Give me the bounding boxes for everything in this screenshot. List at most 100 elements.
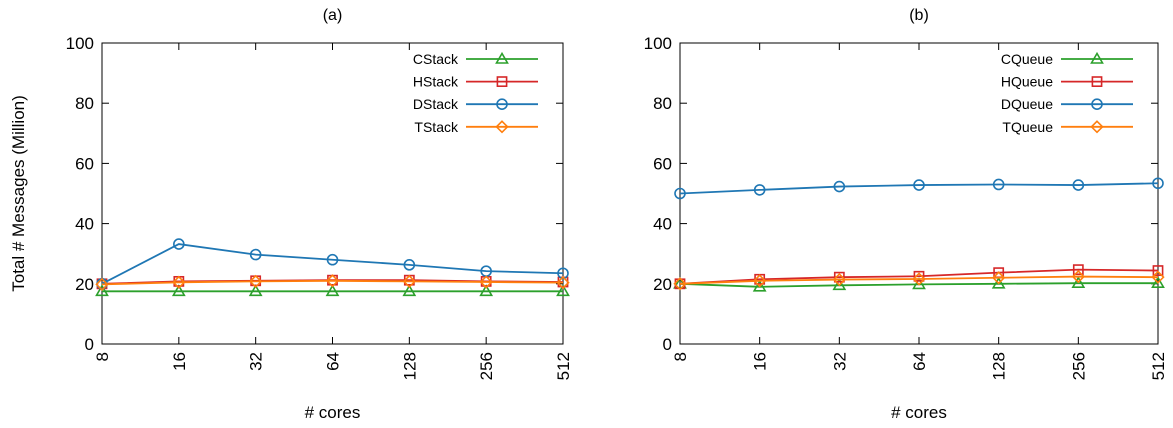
y-tick-label: 0 — [85, 335, 94, 354]
x-tick-label: 128 — [400, 352, 419, 380]
y-tick-label: 60 — [653, 154, 672, 173]
data-point — [992, 271, 1006, 285]
x-tick-label: 256 — [477, 352, 496, 380]
data-point — [833, 180, 846, 193]
series-line — [679, 275, 1159, 285]
data-point — [557, 267, 569, 280]
data-point — [753, 184, 766, 196]
series-tqueue — [673, 269, 1165, 291]
legend: CStack HStack DStack TStack — [413, 51, 538, 135]
series-line — [101, 279, 564, 286]
series-line — [679, 182, 1159, 195]
x-tick-label: 512 — [1149, 352, 1168, 380]
data-point — [325, 284, 340, 297]
data-point — [674, 187, 686, 200]
data-point — [556, 275, 570, 290]
series-line — [679, 268, 1159, 285]
data-point — [752, 279, 767, 292]
data-point — [1071, 276, 1086, 288]
series-dqueue — [674, 177, 1164, 200]
y-tick-label: 80 — [75, 94, 94, 113]
series-tstack — [95, 274, 570, 292]
y-tick-label: 100 — [644, 34, 672, 53]
x-tick-label: 32 — [830, 352, 849, 371]
data-point — [832, 278, 847, 291]
y-axis-label: Total # Messages (Million) — [9, 95, 28, 292]
x-tick-label: 16 — [170, 352, 189, 371]
y-tick-label: 20 — [653, 275, 672, 294]
x-tick-label: 16 — [751, 352, 770, 371]
y-tick-label: 80 — [653, 94, 672, 113]
data-point — [913, 179, 925, 191]
data-point — [1151, 270, 1165, 284]
x-tick-label: 128 — [990, 352, 1009, 380]
data-point — [326, 253, 339, 266]
chart-title: (a) — [323, 7, 343, 24]
data-point — [402, 274, 416, 289]
series-cstack — [95, 284, 570, 297]
x-tick-label: 8 — [671, 352, 690, 361]
legend-label: DStack — [413, 96, 459, 112]
data-point — [249, 248, 262, 261]
data-point — [1151, 276, 1165, 288]
legend-label: HStack — [413, 74, 459, 90]
series-line — [101, 243, 564, 285]
legend-label: CQueue — [1001, 51, 1053, 67]
data-point — [913, 270, 925, 282]
x-tick-label: 64 — [910, 352, 929, 371]
legend-marker — [1090, 51, 1104, 64]
data-point — [1072, 179, 1085, 191]
data-point — [325, 274, 340, 288]
legend-marker — [1091, 76, 1103, 87]
x-axis-label: # cores — [305, 403, 361, 422]
data-point — [402, 284, 417, 297]
legend-label: DQueue — [1001, 96, 1053, 112]
x-axis-label: # cores — [891, 403, 947, 422]
data-point — [912, 272, 926, 286]
data-point — [173, 238, 185, 250]
legend-label: TStack — [414, 119, 459, 135]
data-point — [912, 277, 926, 290]
data-point — [95, 284, 109, 297]
chart-panel-b: (b) 0 20 40 60 80 100 8 16 32 64 128 256 512 # cores CQ… — [644, 7, 1168, 422]
data-point — [1152, 177, 1164, 190]
data-point — [95, 277, 109, 292]
data-point — [249, 274, 263, 289]
data-point — [1072, 264, 1084, 276]
x-tick-label: 32 — [247, 352, 266, 371]
data-point — [556, 284, 570, 297]
legend-marker — [495, 120, 509, 134]
y-tick-label: 0 — [663, 335, 672, 354]
y-tick-label: 40 — [75, 215, 94, 234]
data-point — [991, 276, 1006, 289]
data-point — [172, 275, 186, 289]
data-point — [248, 284, 263, 297]
data-point — [833, 271, 845, 283]
data-point — [1152, 265, 1164, 276]
x-tick-label: 256 — [1069, 352, 1088, 380]
legend-marker — [1091, 98, 1103, 110]
legend-marker — [1090, 120, 1104, 134]
data-point — [403, 259, 416, 271]
legend-label: CStack — [413, 51, 459, 67]
legend-marker — [495, 51, 509, 64]
legend-marker — [496, 98, 508, 110]
legend-label: TQueue — [1002, 119, 1053, 135]
data-point — [832, 272, 846, 287]
legend-label: HQueue — [1001, 74, 1053, 90]
data-point — [479, 275, 493, 289]
data-point — [673, 277, 687, 291]
data-point — [171, 284, 186, 297]
plot-frame — [679, 42, 1159, 345]
x-tick-label: 64 — [324, 352, 343, 371]
data-point — [479, 284, 494, 297]
legend: CQueue HQueue DQueue TQueue — [1001, 51, 1133, 135]
plot-frame — [101, 42, 564, 345]
x-tick-label: 512 — [554, 352, 573, 380]
y-tick-label: 100 — [66, 34, 94, 53]
chart-panel-a: (a) 0 20 40 60 80 100 8 16 32 64 128 256 512 # cores To… — [9, 7, 573, 422]
data-point — [1071, 269, 1085, 284]
x-tick-label: 8 — [93, 352, 112, 361]
y-tick-label: 60 — [75, 154, 94, 173]
